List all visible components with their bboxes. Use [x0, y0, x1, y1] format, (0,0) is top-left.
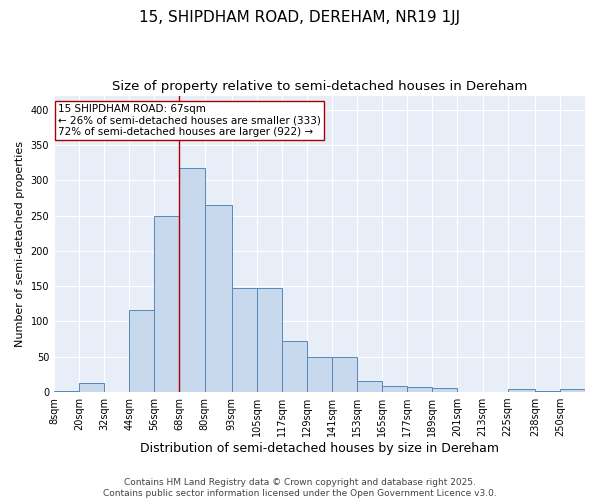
Bar: [257, 288, 282, 392]
Bar: [129, 310, 154, 392]
Bar: [382, 386, 407, 392]
Bar: [357, 382, 382, 392]
Bar: [535, 390, 560, 392]
Title: Size of property relative to semi-detached houses in Dereham: Size of property relative to semi-detach…: [112, 80, 527, 93]
Bar: [332, 357, 357, 392]
Bar: [307, 357, 332, 392]
Bar: [79, 383, 104, 392]
Bar: [232, 288, 257, 392]
X-axis label: Distribution of semi-detached houses by size in Dereham: Distribution of semi-detached houses by …: [140, 442, 499, 455]
Y-axis label: Number of semi-detached properties: Number of semi-detached properties: [15, 141, 25, 347]
Bar: [54, 390, 79, 392]
Text: Contains HM Land Registry data © Crown copyright and database right 2025.
Contai: Contains HM Land Registry data © Crown c…: [103, 478, 497, 498]
Bar: [179, 168, 205, 392]
Bar: [282, 340, 307, 392]
Bar: [205, 205, 232, 392]
Bar: [433, 388, 457, 392]
Bar: [560, 388, 585, 392]
Bar: [508, 390, 535, 392]
Bar: [154, 216, 179, 392]
Text: 15 SHIPDHAM ROAD: 67sqm
← 26% of semi-detached houses are smaller (333)
72% of s: 15 SHIPDHAM ROAD: 67sqm ← 26% of semi-de…: [58, 104, 321, 137]
Bar: [407, 387, 433, 392]
Text: 15, SHIPDHAM ROAD, DEREHAM, NR19 1JJ: 15, SHIPDHAM ROAD, DEREHAM, NR19 1JJ: [139, 10, 461, 25]
